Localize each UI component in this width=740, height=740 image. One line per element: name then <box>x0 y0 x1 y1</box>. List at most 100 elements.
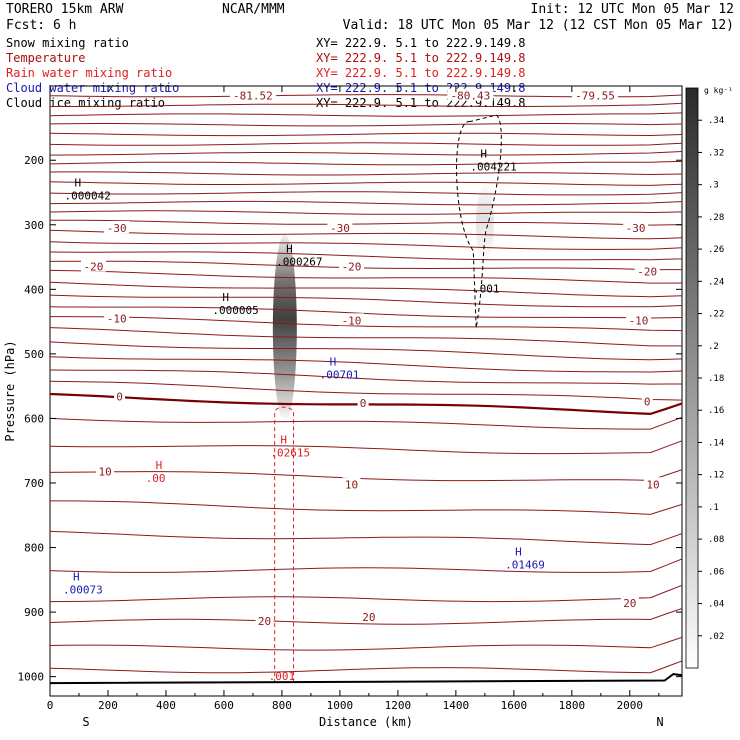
isotherm-label: 0 <box>644 396 651 409</box>
isotherm-line <box>50 112 682 117</box>
colorbar-tick-label: .06 <box>708 567 724 577</box>
isotherm-line <box>50 584 682 603</box>
isotherm-label-bg <box>572 88 619 101</box>
isotherm-label: -20 <box>84 261 104 274</box>
isotherm-label-bg <box>229 88 276 101</box>
legend-field-name: Cloud ice mixing ratio <box>6 96 165 110</box>
isotherm-label-bg <box>104 311 130 324</box>
maximum-value: .01469 <box>505 559 545 572</box>
maximum-value: .000042 <box>64 190 110 203</box>
init-time: Init: 12 UTC Mon 05 Mar 12 <box>531 2 735 17</box>
isotherm-label: -30 <box>330 222 350 235</box>
isotherm-label-bg <box>339 259 365 272</box>
isotherm-label: -81.52 <box>233 90 273 103</box>
y-tick-label: 700 <box>24 477 44 490</box>
axes: 0 200 400 600 800 1000 1200 1400 1600 1800 2000200… <box>18 86 682 712</box>
colorbar-tick-label: .32 <box>708 148 724 158</box>
x-tick-label: 2000 <box>617 699 644 712</box>
x-tick-label: 200 <box>98 699 118 712</box>
isotherm-line <box>50 102 682 107</box>
maximum-h-mark: H <box>515 546 522 559</box>
isotherm-label: 20 <box>623 597 636 610</box>
isotherm-label-bg <box>80 259 106 272</box>
y-tick-label: 500 <box>24 348 44 361</box>
isotherm-line <box>50 251 682 261</box>
isotherm-label-bg <box>634 264 660 277</box>
model-title: TORERO 15km ARW <box>6 2 124 17</box>
isotherm-label: -20 <box>637 265 657 278</box>
legend-field-name: Cloud water mixing ratio <box>6 81 179 95</box>
forecast-hour: Fcst: 6 h <box>6 18 76 33</box>
x-tick-label: 400 <box>156 699 176 712</box>
maximum-value: .004221 <box>470 160 516 173</box>
contour-value-label: .001 <box>269 670 296 683</box>
isotherm-label: 10 <box>345 478 358 491</box>
isotherm-label-bg <box>339 313 365 326</box>
colorbar-tick-label: .04 <box>708 600 724 610</box>
colorbar-tick-label: .14 <box>708 438 724 448</box>
plot-frame <box>49 85 683 697</box>
x-tick-label: 800 <box>272 699 292 712</box>
colorbar-unit: g kg⁻¹ <box>704 86 733 95</box>
isotherm-label: -20 <box>342 261 362 274</box>
y-tick-label: 600 <box>24 412 44 425</box>
legend-field-xy: XY= 222.9. 5.1 to 222.9.149.8 <box>316 36 526 50</box>
isotherm-label: 10 <box>98 465 111 478</box>
isotherm-line <box>50 608 682 625</box>
isotherm-line <box>50 219 682 226</box>
isotherm-label: -30 <box>626 222 646 235</box>
isotherm-label-bg <box>96 464 115 477</box>
isotherm-line <box>50 171 682 176</box>
isotherm-line <box>50 341 682 361</box>
maximum-value: .02615 <box>270 446 310 459</box>
x-tick-label: 0 <box>47 699 54 712</box>
x-tick-label: 1000 <box>327 699 354 712</box>
y-tick-label: 200 <box>24 154 44 167</box>
y-tick-label: 900 <box>24 606 44 619</box>
maximum-h-mark: H <box>74 177 81 190</box>
legend-field-name: Rain water mixing ratio <box>6 66 172 80</box>
isotherm-label: -80.43 <box>450 90 490 103</box>
isotherm-label: 20 <box>258 615 271 628</box>
colorbar-tick-label: .28 <box>708 213 724 223</box>
legend-field-name: Snow mixing ratio <box>6 36 129 50</box>
plot-area <box>50 94 682 685</box>
isotherm-line <box>50 316 682 332</box>
maximum-value: .000005 <box>212 304 258 317</box>
legend-field-xy: XY= 222.9. 5.1 to 222.9.149.8 <box>316 96 526 110</box>
y-tick-label: 1000 <box>18 671 45 684</box>
isotherm-line <box>50 294 682 308</box>
isotherm-line <box>50 469 682 482</box>
rain-contour <box>274 406 295 684</box>
maxima-labels: H.000042H.004221H.000267H.000005H.00701H… <box>63 147 545 682</box>
isotherm-line <box>50 327 682 347</box>
maximum-h-mark: H <box>330 355 337 368</box>
endpoint-north: N <box>656 715 663 729</box>
colorbar-tick-label: .12 <box>708 471 724 481</box>
isotherm-label: -79.55 <box>575 90 615 103</box>
isotherm-label-bg <box>114 389 126 402</box>
maximum-value: .00073 <box>63 583 103 596</box>
x-tick-label: 1200 <box>385 699 412 712</box>
isotherm-line <box>50 132 682 137</box>
maximum-value: .000267 <box>276 255 322 268</box>
isotherm-label-bg <box>342 477 361 490</box>
header: TORERO 15km ARW NCAR/MMM Init: 12 UTC Mo… <box>6 2 734 33</box>
colorbar-tick-label: .26 <box>708 245 724 255</box>
x-tick-label: 1400 <box>443 699 470 712</box>
isotherm-label: -10 <box>342 314 362 327</box>
colorbar-tick-label: .3 <box>708 181 719 191</box>
isotherm-line <box>50 181 682 186</box>
isotherm-label-bg <box>357 395 369 408</box>
maximum-value: .00 <box>146 472 166 485</box>
isotherm-line <box>50 160 682 166</box>
colorbar-tick-label: .18 <box>708 374 724 384</box>
isotherm-line <box>50 210 682 215</box>
colorbar-tick-label: .22 <box>708 310 724 320</box>
colorbar-tick-label: .16 <box>708 406 724 416</box>
isotherm-line <box>50 200 682 206</box>
isotherm-label-bg <box>620 596 639 609</box>
isotherm-line <box>50 440 682 455</box>
x-tick-label: 600 <box>214 699 234 712</box>
